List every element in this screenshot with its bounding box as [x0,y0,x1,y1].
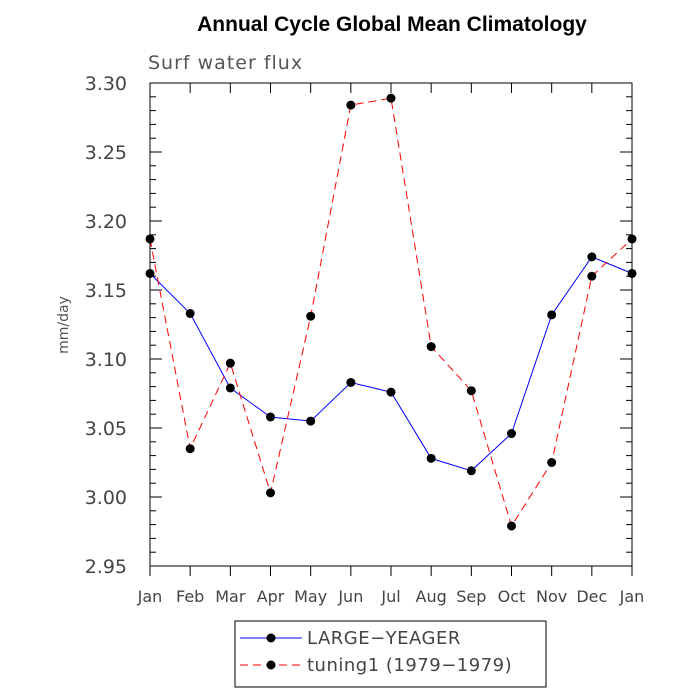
x-tick-label: Jan [619,587,645,606]
y-tick-label: 3.00 [85,487,127,509]
series-1-point [145,234,155,244]
x-tick-label: Jan [137,587,163,606]
series-0-point [225,383,235,393]
series-0-point [426,453,436,463]
y-tick-label: 3.15 [85,280,127,302]
y-tick-label: 3.20 [85,211,127,233]
series-0-point [547,310,557,320]
x-tick-label: Jul [380,587,400,606]
series-0-point [306,416,316,426]
series-1-point [306,311,316,321]
plot-frame [149,82,633,567]
legend-label-tuning1: tuning1 (1979−1979) [307,655,512,676]
series-line-1 [149,97,633,528]
axis-ticks [149,82,633,576]
series-1-point [346,100,356,110]
y-tick-label: 2.95 [85,556,127,578]
y-axis-label: mm/day [56,296,72,354]
series-1-point [587,271,597,281]
x-tick-label: Mar [215,587,246,606]
series-0-point [346,377,356,387]
series-layer [145,93,637,531]
legend-label-large-yeager: LARGE−YEAGER [307,628,461,649]
y-tick-label: 3.30 [85,73,127,95]
series-1-point [627,234,637,244]
legend-box [234,620,547,688]
legend-marker-tuning1 [266,660,276,670]
series-0-point [386,387,396,397]
chart-subtitle: Surf water flux [148,52,303,74]
series-0-point [587,252,597,262]
series-0-point [507,429,516,439]
series-1-point [426,342,436,352]
series-0-point [627,268,637,278]
y-tick-labels: 2.95 3.00 3.05 3.10 3.15 3.20 3.25 3.30 [85,73,127,578]
y-tick-label: 3.25 [85,142,127,164]
y-tick-label: 3.10 [85,349,127,371]
x-tick-labels: Jan Feb Mar Apr May Jun Jul Aug Sep Oct Nov Dec Jan [137,587,645,606]
series-1-point [386,93,396,103]
x-tick-label: Feb [176,587,204,606]
y-tick-label: 3.05 [85,418,127,440]
series-0-point [185,308,195,318]
series-0-point [466,466,476,476]
x-tick-label: Aug [416,587,447,606]
x-tick-label: Oct [498,587,526,606]
series-1-point [507,521,516,531]
x-tick-label: May [294,587,327,606]
x-tick-label: Nov [536,587,567,606]
series-1-point [547,458,557,467]
legend-marker-large-yeager [266,633,276,643]
x-tick-label: Apr [257,587,285,606]
x-tick-label: Dec [576,587,607,606]
series-0-point [145,268,155,278]
series-line-0 [149,256,633,472]
x-tick-label: Jun [337,587,363,606]
series-0-point [266,412,275,422]
series-1-point [466,386,476,396]
legend: LARGE−YEAGER tuning1 (1979−1979) [234,620,547,688]
series-1-point [225,358,235,368]
chart-title: Annual Cycle Global Mean Climatology [197,13,587,36]
series-1-point [266,488,275,498]
series-1-point [185,444,195,454]
x-tick-label: Sep [456,587,486,606]
